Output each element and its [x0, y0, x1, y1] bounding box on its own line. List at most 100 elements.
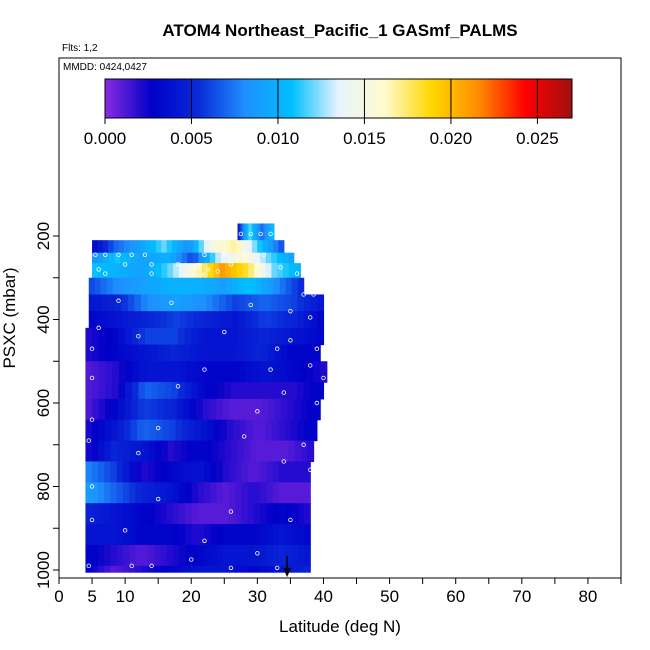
heatmap-cell — [124, 419, 132, 442]
colorbar-tick-label: 0.010 — [257, 129, 300, 148]
heatmap-cell — [129, 503, 137, 525]
heatmap-cell — [256, 440, 264, 463]
heatmap-cell — [124, 277, 132, 296]
heatmap-cell — [316, 311, 325, 329]
heatmap-cell — [191, 544, 199, 567]
heatmap-cell — [281, 344, 289, 362]
heatmap-cell — [251, 311, 259, 329]
heatmap-cell — [135, 524, 143, 546]
heatmap-cell — [187, 240, 194, 254]
heatmap-cell — [110, 565, 118, 573]
heatmap-cell — [148, 440, 156, 463]
heatmap-cell — [226, 252, 233, 264]
heatmap-cell — [147, 565, 155, 573]
heatmap-cell — [160, 311, 168, 329]
y-tick-label: 400 — [34, 305, 53, 333]
heatmap-cell — [225, 263, 232, 279]
heatmap-cell — [222, 482, 230, 504]
heatmap-cell — [183, 398, 191, 421]
heatmap-cell — [192, 252, 200, 264]
heatmap-cell — [97, 240, 104, 254]
heatmap-cell — [164, 327, 172, 346]
heatmap-cell — [166, 311, 175, 329]
heatmap-cell — [209, 240, 216, 254]
heatmap-cell — [137, 398, 145, 421]
observation-point — [89, 517, 95, 523]
heatmap-cell — [237, 252, 244, 264]
heatmap-cell — [291, 419, 299, 442]
heatmap-cell — [88, 277, 96, 296]
x-tick-label: 0 — [54, 587, 63, 606]
observation-point — [248, 302, 253, 308]
heatmap-cell — [222, 461, 230, 483]
heatmap-cell — [112, 361, 120, 383]
heatmap-cell — [101, 294, 109, 312]
heatmap-cell — [263, 223, 266, 241]
heatmap-cell — [310, 382, 318, 400]
observation-point — [155, 425, 161, 431]
heatmap-cell — [237, 223, 240, 241]
heatmap-cell — [185, 503, 193, 525]
heatmap-cell — [279, 277, 287, 296]
heatmap-cell — [237, 440, 245, 463]
heatmap-cell — [111, 419, 119, 442]
heatmap-cell — [199, 361, 207, 383]
heatmap-cell — [304, 461, 311, 483]
heatmap-cell — [154, 503, 161, 525]
heatmap-cell — [251, 240, 258, 254]
heatmap-cell — [245, 294, 253, 312]
heatmap-cell — [241, 398, 250, 421]
heatmap-cell — [134, 311, 142, 329]
heatmap-cell — [123, 440, 131, 463]
heatmap-cell — [239, 419, 247, 442]
heatmap-cell — [211, 327, 219, 346]
heatmap-cell — [85, 327, 93, 346]
heatmap-cell — [248, 398, 256, 421]
heatmap-cell — [129, 440, 137, 463]
heatmap-cell — [98, 419, 106, 442]
heatmap-cell — [193, 294, 201, 312]
heatmap-cell — [222, 544, 230, 567]
heatmap-cell — [129, 482, 137, 504]
heatmap-cell — [164, 382, 172, 400]
heatmap-cell — [244, 382, 252, 400]
heatmap-cell — [109, 263, 116, 279]
heatmap-cell — [225, 311, 233, 329]
heatmap-cell — [215, 344, 223, 362]
heatmap-cell — [126, 263, 134, 279]
observation-point — [136, 334, 141, 339]
heatmap-cell — [149, 263, 157, 279]
heatmap-cell — [235, 524, 243, 546]
heatmap-cell — [241, 503, 249, 525]
observation-point — [215, 269, 220, 274]
heatmap-cell — [103, 263, 111, 279]
heatmap-cell — [118, 361, 127, 383]
heatmap-cell — [271, 294, 279, 312]
heatmap-cell — [189, 398, 197, 421]
heatmap-cell — [154, 277, 161, 296]
x-axis: 0 5 10 20 30 40 50 60 70 80 — [54, 578, 622, 606]
heatmap-cell — [278, 419, 286, 442]
heatmap-cell — [166, 482, 174, 504]
heatmap-cell — [180, 294, 188, 312]
heatmap-cell — [85, 419, 93, 442]
observation-point — [96, 267, 101, 272]
heatmap-cell — [210, 461, 218, 483]
heatmap-cell — [212, 440, 220, 463]
heatmap-cell — [92, 361, 100, 383]
heatmap-cell — [103, 252, 110, 264]
heatmap-cell — [229, 461, 236, 483]
observation-point — [202, 252, 207, 257]
heatmap-cell — [108, 311, 116, 329]
heatmap-cell — [142, 277, 150, 296]
heatmap-cell — [304, 482, 311, 504]
observation-point — [89, 484, 95, 489]
heatmap-cell — [85, 503, 93, 525]
heatmap-cell — [116, 482, 124, 504]
heatmap-cell — [224, 327, 232, 346]
heatmap-cell — [297, 294, 305, 312]
heatmap-cell — [222, 524, 230, 546]
heatmap-cell — [260, 482, 268, 504]
heatmap-cell — [306, 361, 314, 383]
heatmap-cell — [257, 327, 265, 346]
